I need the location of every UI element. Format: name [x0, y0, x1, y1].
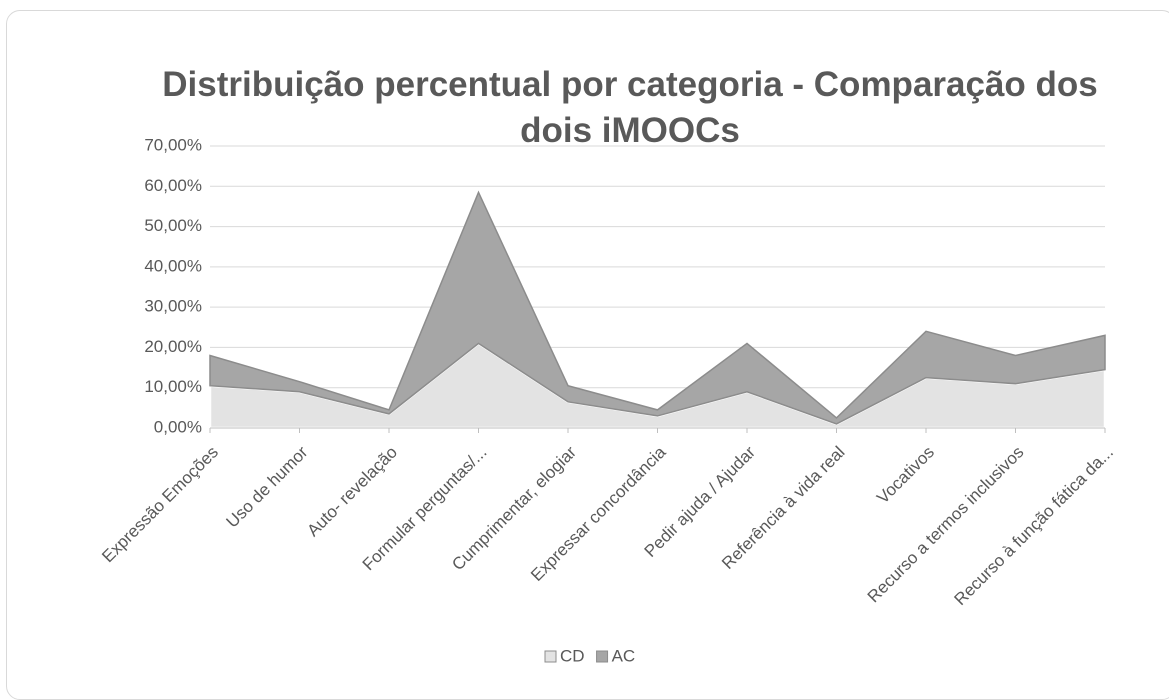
y-tick-label: 60,00%: [144, 176, 202, 195]
x-tick-label: Vocativos: [873, 443, 938, 508]
y-tick-label: 0,00%: [154, 417, 202, 436]
area: [209, 190, 1106, 425]
chart: 0,00% 10,00% 20,00% 30,00% 40,00% 50,00% 60,00…: [98, 135, 1117, 665]
y-tick-label: 30,00%: [144, 297, 202, 316]
y-tick-label: 40,00%: [144, 256, 202, 275]
x-tick-label: Uso de humor: [223, 442, 312, 531]
x-tick-label: Auto- revelação: [303, 443, 401, 541]
y-tick-label: 10,00%: [144, 377, 202, 396]
legend-swatch: [596, 650, 609, 663]
y-tick-label: 50,00%: [144, 216, 202, 235]
y-tick-label: 20,00%: [144, 337, 202, 356]
legend-label: CD: [560, 646, 585, 665]
legend-label: AC: [612, 646, 636, 665]
y-tick-label: 70,00%: [144, 135, 202, 154]
x-tick-label: Recurso a termos inclusivos: [864, 443, 1028, 607]
legend-swatch: [544, 650, 557, 663]
x-tick-label: Recurso à função fática da...: [951, 443, 1117, 609]
chart-title: Distribuição percentual por categoria - …: [162, 65, 1098, 150]
x-tick-label: Expressão Emoções: [98, 443, 222, 567]
page: {"chart_data": {"type": "stacked_area", …: [6, 10, 1169, 700]
